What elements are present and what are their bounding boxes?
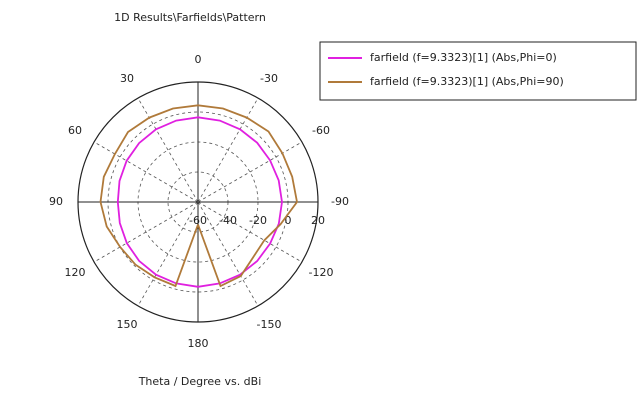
- r-tick-label: -40: [219, 214, 237, 227]
- angle-tick-label: -30: [260, 72, 278, 85]
- grid-spoke: [197, 141, 303, 203]
- r-tick-label: -60: [189, 214, 207, 227]
- legend-label: farfield (f=9.3323)[1] (Abs,Phi=90): [370, 75, 564, 88]
- r-tick-label: -20: [249, 214, 267, 227]
- angle-tick-label: 60: [68, 124, 82, 137]
- grid-spoke: [137, 201, 199, 307]
- angle-tick-label: -150: [257, 318, 282, 331]
- angle-tick-label: -90: [331, 195, 349, 208]
- angle-tick-label: -60: [312, 124, 330, 137]
- angle-tick-label: 30: [120, 72, 134, 85]
- series-line: [99, 104, 298, 288]
- legend-label: farfield (f=9.3323)[1] (Abs,Phi=0): [370, 51, 557, 64]
- r-tick-label: 20: [311, 214, 325, 227]
- x-axis-label: Theta / Degree vs. dBi: [138, 375, 262, 388]
- grid-spoke: [137, 97, 199, 203]
- angle-tick-label: 90: [49, 195, 63, 208]
- grid-spoke: [93, 201, 199, 263]
- angle-tick-label: 0: [195, 53, 202, 66]
- angle-tick-label: 120: [65, 266, 86, 279]
- grid-spoke: [93, 141, 199, 203]
- series-line: [116, 116, 283, 288]
- grid-spoke: [197, 201, 303, 263]
- angle-tick-label: 150: [117, 318, 138, 331]
- angle-tick-label: -120: [308, 266, 333, 279]
- legend-box: [319, 41, 637, 101]
- r-tick-label: 0: [285, 214, 292, 227]
- grid-spoke: [197, 201, 259, 307]
- grid-spoke: [197, 97, 259, 203]
- chart-title: 1D Results\Farfields\Pattern: [114, 11, 266, 24]
- angle-tick-label: 180: [188, 337, 209, 350]
